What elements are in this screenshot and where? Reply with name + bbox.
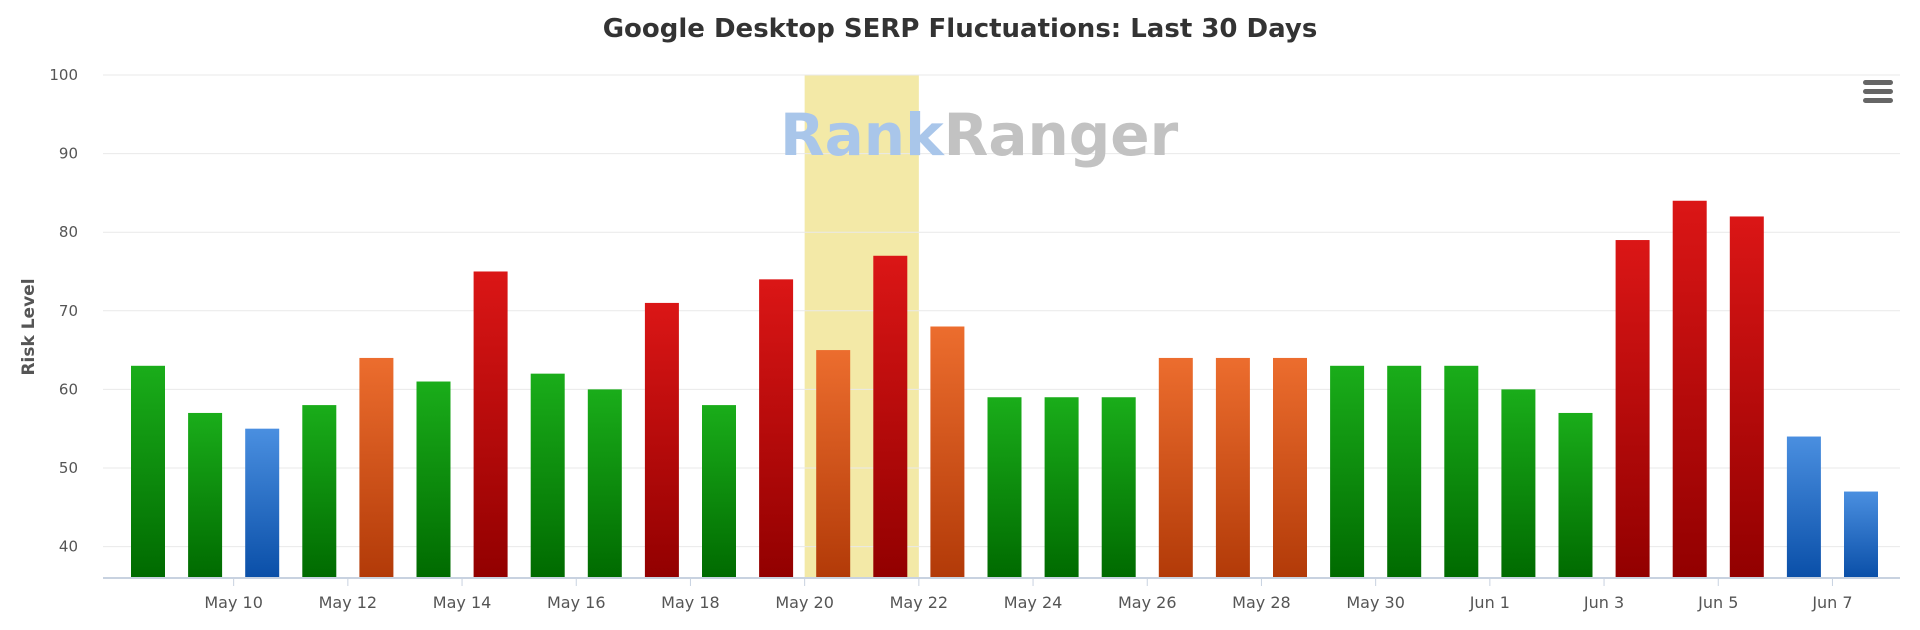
x-tick-label: May 24	[1004, 593, 1063, 612]
bar-may-10[interactable]	[188, 412, 223, 578]
bar-may-22[interactable]	[873, 255, 908, 578]
bar-may-15[interactable]	[473, 271, 508, 578]
bar-may-28[interactable]	[1215, 357, 1250, 578]
bar-may-23[interactable]	[930, 326, 965, 579]
bar-layer	[131, 200, 1878, 579]
x-tick-label: May 30	[1346, 593, 1405, 612]
menu-line	[1863, 98, 1893, 103]
y-tick-label: 60	[59, 380, 78, 398]
y-axis-title: Risk Level	[19, 278, 39, 375]
bar-may-26[interactable]	[1101, 397, 1136, 578]
watermark-logo-part2: Ranger	[944, 101, 1179, 169]
bar-may-30[interactable]	[1330, 365, 1365, 578]
menu-line	[1863, 89, 1893, 94]
x-tick-label: May 28	[1232, 593, 1291, 612]
y-tick-label: 90	[59, 145, 78, 163]
watermark-logo-part1: Rank	[780, 101, 945, 169]
chart-title: Google Desktop SERP Fluctuations: Last 3…	[602, 14, 1318, 44]
bar-may-14[interactable]	[416, 381, 451, 578]
grid-layer: 40 50 60 70 80 90 100	[49, 66, 1900, 556]
bar-may-31[interactable]	[1387, 365, 1422, 578]
bar-jun-8[interactable]	[1844, 491, 1878, 578]
x-tick-label: May 12	[319, 593, 378, 612]
bar-jun-4[interactable]	[1615, 240, 1650, 578]
bar-may-13[interactable]	[359, 357, 394, 578]
x-tick-label: Jun 1	[1469, 593, 1510, 612]
bar-jun-1[interactable]	[1444, 365, 1479, 578]
y-tick-label: 80	[59, 223, 78, 241]
x-tick-label: Jun 7	[1811, 593, 1852, 612]
bar-may-12[interactable]	[302, 405, 337, 578]
bar-jun-3[interactable]	[1558, 412, 1593, 578]
bar-may-21[interactable]	[816, 350, 851, 578]
bar-jun-7[interactable]	[1786, 436, 1821, 578]
y-tick-label: 40	[59, 538, 78, 556]
bar-may-11[interactable]	[245, 428, 280, 578]
x-tick-label: May 16	[547, 593, 606, 612]
x-axis-ticks: May 10 May 12 May 14 May 16 May 18 May 20 May …	[204, 578, 1853, 612]
x-tick-label: May 18	[661, 593, 720, 612]
y-tick-label: 70	[59, 302, 78, 320]
x-tick-label: May 14	[433, 593, 492, 612]
bar-may-19[interactable]	[702, 405, 736, 578]
bar-may-25[interactable]	[1044, 397, 1079, 578]
x-tick-label: May 10	[204, 593, 263, 612]
x-tick-label: Jun 3	[1583, 593, 1624, 612]
watermark-logo: RankRanger	[780, 101, 1179, 169]
x-tick-label: May 26	[1118, 593, 1177, 612]
x-tick-label: May 20	[775, 593, 834, 612]
bar-may-29[interactable]	[1273, 357, 1307, 578]
bar-may-9[interactable]	[131, 365, 165, 578]
bar-may-20[interactable]	[759, 279, 794, 578]
bar-may-17[interactable]	[587, 389, 622, 578]
bar-may-18[interactable]	[644, 302, 679, 578]
bar-may-27[interactable]	[1158, 357, 1193, 578]
menu-line	[1863, 80, 1893, 85]
x-tick-label: Jun 5	[1697, 593, 1738, 612]
bar-may-24[interactable]	[987, 397, 1022, 578]
bar-jun-2[interactable]	[1501, 389, 1536, 578]
y-tick-label: 50	[59, 459, 78, 477]
x-tick-label: May 22	[890, 593, 949, 612]
hamburger-menu-icon[interactable]	[1863, 80, 1893, 106]
bar-may-16[interactable]	[530, 373, 565, 578]
bar-jun-5[interactable]	[1672, 200, 1707, 578]
y-tick-label: 100	[49, 66, 78, 84]
bar-jun-6[interactable]	[1729, 216, 1764, 578]
